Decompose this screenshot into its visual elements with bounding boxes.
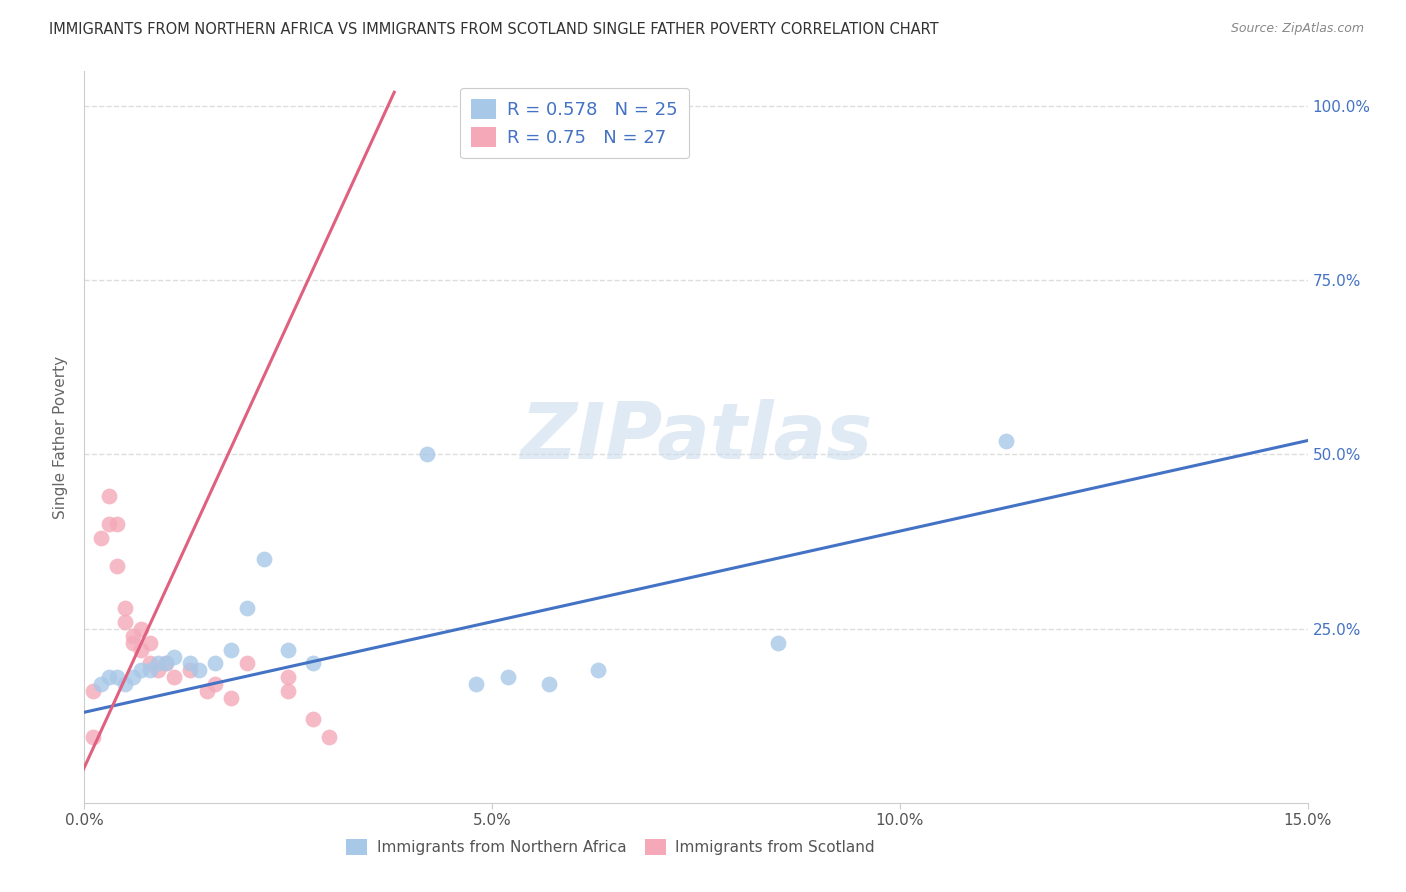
Point (318, 730, 340, 744)
Point (138, 664, 160, 678)
Point (219, 642, 242, 657)
Point (586, 664, 609, 678)
Point (195, 684, 218, 698)
Point (236, 657, 259, 671)
Point (155, 657, 177, 671)
Point (179, 657, 201, 671)
Point (146, 664, 169, 678)
Point (122, 629, 145, 643)
Point (253, 552, 276, 566)
Point (301, 657, 323, 671)
Point (131, 664, 153, 678)
Point (236, 600, 259, 615)
Point (163, 649, 186, 664)
Point (277, 670, 299, 684)
Point (146, 657, 169, 671)
Point (219, 691, 242, 706)
Text: Source: ZipAtlas.com: Source: ZipAtlas.com (1230, 22, 1364, 36)
Point (122, 670, 145, 684)
Point (994, 434, 1017, 448)
Text: ZIPatlas: ZIPatlas (520, 399, 872, 475)
Point (766, 635, 789, 649)
Point (97, 517, 120, 532)
Point (97, 670, 120, 684)
Point (155, 657, 177, 671)
Point (204, 677, 226, 691)
Point (82, 730, 104, 744)
Point (163, 670, 186, 684)
Point (97, 489, 120, 503)
Point (538, 677, 561, 691)
Point (90, 677, 112, 691)
Point (114, 677, 136, 691)
Point (105, 517, 128, 532)
Point (138, 635, 160, 649)
Point (464, 677, 486, 691)
Point (204, 657, 226, 671)
Point (131, 622, 153, 636)
Point (498, 670, 520, 684)
Point (105, 558, 128, 573)
Text: IMMIGRANTS FROM NORTHERN AFRICA VS IMMIGRANTS FROM SCOTLAND SINGLE FATHER POVERT: IMMIGRANTS FROM NORTHERN AFRICA VS IMMIG… (49, 22, 939, 37)
Point (416, 448, 439, 462)
Legend: Immigrants from Northern Africa, Immigrants from Scotland: Immigrants from Northern Africa, Immigra… (340, 833, 880, 861)
Point (131, 642, 153, 657)
Point (138, 657, 160, 671)
Point (90, 531, 112, 545)
Point (114, 615, 136, 629)
Point (114, 600, 136, 615)
Point (277, 642, 299, 657)
Point (301, 712, 323, 726)
Point (82, 684, 104, 698)
Point (277, 684, 299, 698)
Point (105, 670, 128, 684)
Point (187, 664, 209, 678)
Point (122, 635, 145, 649)
Point (179, 664, 201, 678)
Y-axis label: Single Father Poverty: Single Father Poverty (53, 356, 69, 518)
